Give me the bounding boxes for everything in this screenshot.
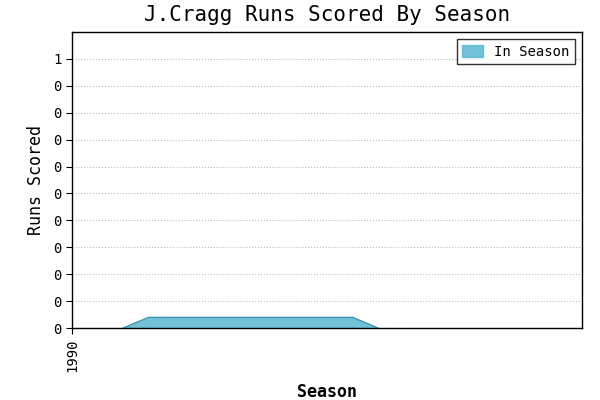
Title: J.Cragg Runs Scored By Season: J.Cragg Runs Scored By Season — [144, 5, 510, 25]
Y-axis label: Runs Scored: Runs Scored — [27, 125, 45, 235]
Legend: In Season: In Season — [457, 39, 575, 64]
X-axis label: Season: Season — [297, 383, 357, 400]
